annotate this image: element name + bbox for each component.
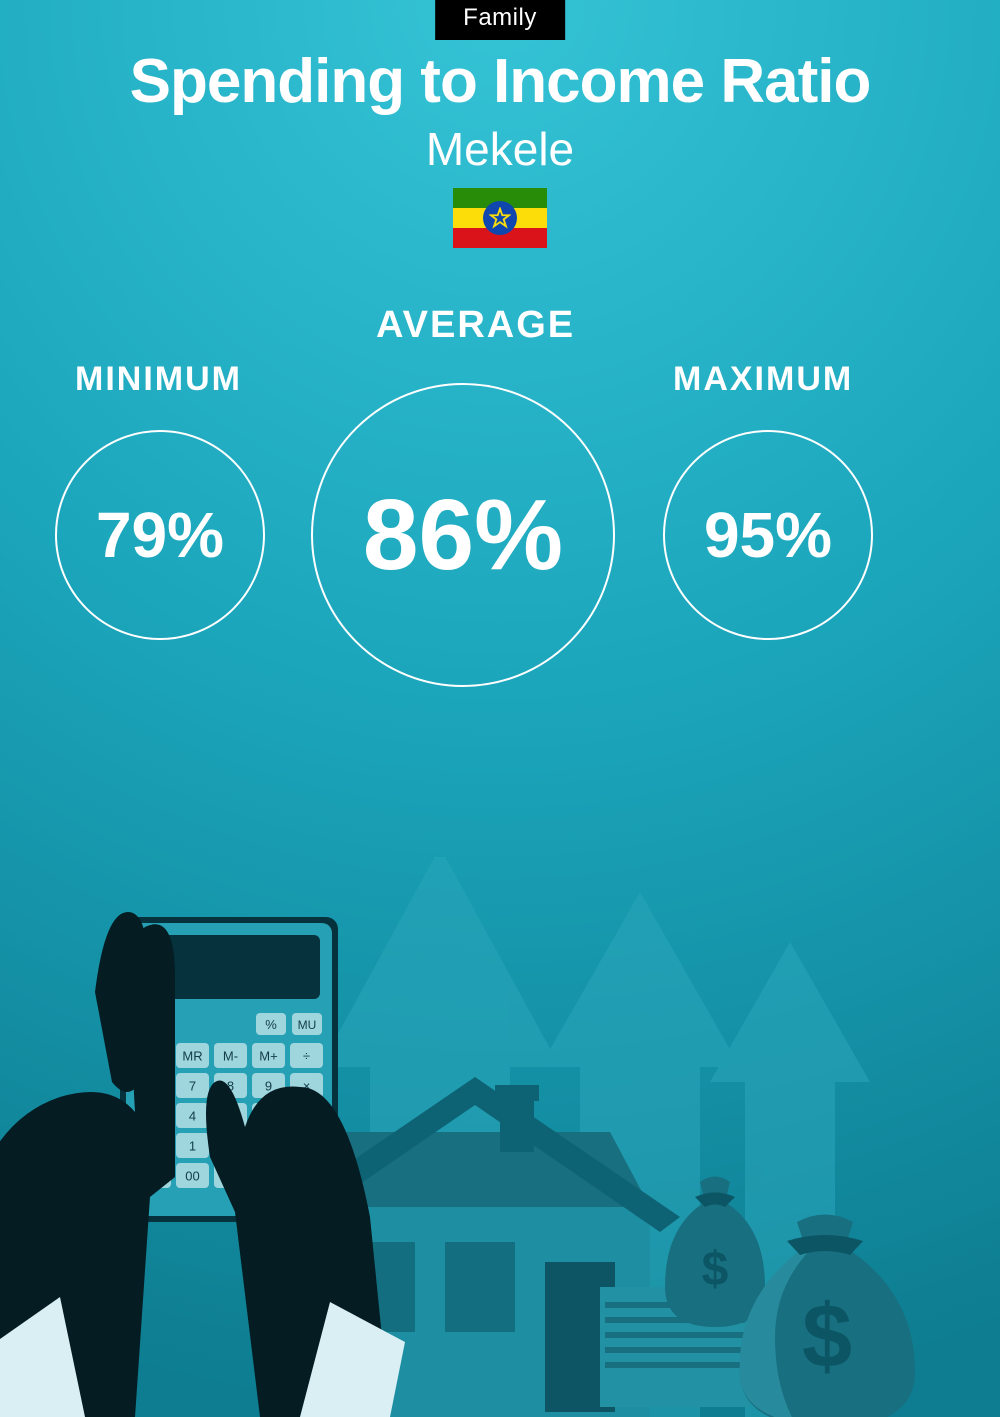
flag-emblem (483, 201, 517, 235)
minimum-label: MINIMUM (75, 360, 242, 399)
average-value: 86% (363, 478, 563, 593)
svg-text:00: 00 (185, 1169, 199, 1184)
country-flag (453, 188, 547, 248)
city-name: Mekele (0, 122, 1000, 176)
svg-text:÷: ÷ (303, 1049, 310, 1064)
maximum-value: 95% (704, 498, 832, 572)
minimum-circle: 79% (55, 430, 265, 640)
svg-text:1: 1 (189, 1139, 196, 1154)
svg-text:$: $ (802, 1287, 852, 1387)
average-circle: 86% (311, 383, 615, 687)
svg-text:MR: MR (182, 1049, 202, 1064)
minimum-value: 79% (96, 498, 224, 572)
svg-text:%: % (265, 1017, 277, 1032)
average-label: AVERAGE (376, 304, 575, 347)
svg-text:7: 7 (189, 1079, 196, 1094)
maximum-circle: 95% (663, 430, 873, 640)
page-title: Spending to Income Ratio (0, 46, 1000, 117)
illustration-scene: $ $ % MU MCMRM-M+÷+/-789×▶456-C/A123+000… (0, 857, 1000, 1417)
category-badge: Family (435, 0, 565, 40)
maximum-label: MAXIMUM (673, 360, 853, 399)
svg-text:9: 9 (265, 1079, 272, 1094)
svg-text:M-: M- (223, 1049, 238, 1064)
svg-text:4: 4 (189, 1109, 196, 1124)
svg-text:$: $ (702, 1243, 729, 1296)
svg-text:MU: MU (298, 1018, 317, 1032)
category-label: Family (463, 4, 537, 31)
flag-star-icon (489, 207, 511, 229)
svg-text:M+: M+ (259, 1049, 277, 1064)
